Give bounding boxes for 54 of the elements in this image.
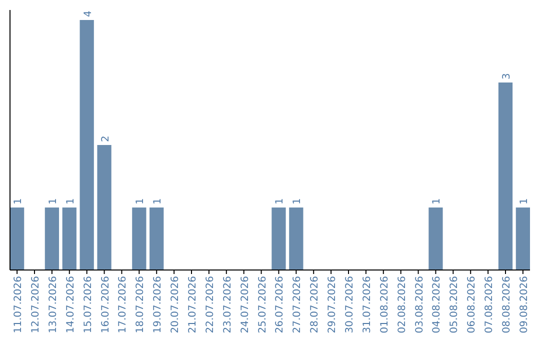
data-label: 1: [152, 198, 164, 204]
bar: [44, 208, 60, 270]
data-label: 1: [65, 198, 76, 204]
x-tick-label: 21.07.2026: [188, 276, 199, 334]
bar: [150, 208, 164, 270]
x-tick-label: 02.08.2026: [396, 276, 408, 334]
x-tick-label: 27.07.2026: [292, 276, 304, 334]
x-tick-label: 28.07.2026: [310, 276, 321, 334]
data-label: 1: [274, 198, 286, 204]
x-tick-label: 03.08.2026: [414, 276, 426, 334]
x-tick-label: 06.08.2026: [466, 276, 478, 334]
bar: [132, 208, 146, 270]
x-tick-label: 09.08.2026: [518, 276, 530, 334]
bar: [498, 82, 513, 270]
data-label: 1: [432, 198, 443, 204]
x-tick-label: 23.07.2026: [222, 276, 234, 334]
x-tick-label: 24.07.2026: [240, 276, 251, 334]
x-tick-label: 04.08.2026: [432, 276, 443, 334]
x-tick-label: 07.08.2026: [484, 276, 496, 334]
x-tick-label: 13.07.2026: [48, 276, 59, 334]
bar: [80, 20, 94, 270]
bar: [272, 208, 286, 270]
bar: [10, 208, 24, 270]
x-tick-label: 16.07.2026: [100, 276, 112, 334]
x-tick-label: 18.07.2026: [135, 276, 146, 334]
x-tick-label: 25.07.2026: [257, 276, 268, 334]
bar: [289, 208, 304, 270]
x-tick-label: 20.07.2026: [170, 276, 182, 334]
data-label: 1: [135, 198, 146, 204]
x-tick-label: 31.07.2026: [362, 276, 373, 334]
data-label: 4: [82, 10, 94, 17]
data-label: 1: [48, 198, 59, 204]
x-tick-label: 30.07.2026: [344, 276, 356, 334]
data-label: 1: [13, 198, 24, 204]
data-label: 2: [100, 136, 112, 142]
bar: [428, 208, 443, 270]
data-label: 1: [518, 198, 530, 204]
x-tick-label: 26.07.2026: [274, 276, 286, 334]
x-tick-label: 08.08.2026: [501, 276, 512, 334]
x-tick-label: 15.07.2026: [82, 276, 94, 334]
x-tick-label: 22.07.2026: [204, 276, 216, 334]
bar: [62, 208, 76, 270]
bar: [97, 145, 112, 270]
x-tick-label: 01.08.2026: [379, 276, 390, 334]
x-tick-label: 29.07.2026: [327, 276, 338, 334]
x-tick-label: 12.07.2026: [30, 276, 42, 334]
bar: [516, 208, 530, 270]
data-label: 1: [292, 198, 304, 204]
x-tick-label: 14.07.2026: [65, 276, 76, 334]
x-tick-label: 17.07.2026: [118, 276, 129, 334]
x-tick-label: 11.07.2026: [13, 276, 24, 334]
data-label: 3: [501, 73, 512, 80]
x-tick-label: 05.08.2026: [449, 276, 460, 334]
x-tick-label: 19.07.2026: [152, 276, 164, 334]
